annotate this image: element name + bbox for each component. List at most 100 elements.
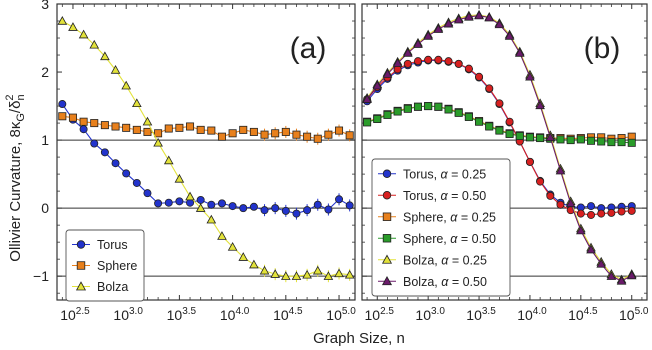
- y-axis-label-sub: G: [15, 113, 27, 122]
- legend-label-suffix: = 0.25: [457, 210, 496, 224]
- x-tick-label: 104.0: [220, 306, 250, 323]
- data-point: [505, 117, 514, 126]
- x-tick-base: 10: [273, 307, 289, 323]
- data-point: [68, 22, 78, 31]
- data-point: [433, 24, 444, 33]
- x-tick-label: 103.0: [113, 306, 143, 323]
- data-point: [324, 130, 333, 139]
- legend-label: Torus: [97, 238, 128, 252]
- data-point: [413, 57, 422, 66]
- data-point: [454, 59, 463, 68]
- data-point: [444, 105, 453, 114]
- data-point: [373, 114, 382, 123]
- data-point: [383, 110, 392, 119]
- data-point: [164, 124, 173, 133]
- panel-label: (b): [584, 32, 621, 65]
- x-tick-label: 102.5: [60, 306, 90, 323]
- x-tick-base: 10: [466, 307, 482, 323]
- legend-box: [65, 229, 145, 302]
- data-point: [292, 209, 301, 218]
- data-point: [504, 31, 515, 40]
- x-tick-exponent: 5.0: [635, 306, 649, 317]
- data-point: [207, 126, 216, 135]
- x-tick-base: 10: [326, 307, 342, 323]
- data-point: [536, 177, 545, 186]
- data-point: [626, 270, 637, 280]
- series-square: [58, 112, 354, 145]
- data-point: [153, 137, 163, 147]
- data-point: [228, 129, 237, 138]
- data-point: [617, 207, 626, 216]
- data-point: [281, 206, 290, 215]
- y-axis-label: Ollivier Curvature, 8κG/δ2n: [4, 94, 27, 261]
- legend-marker: [382, 234, 392, 243]
- legend-label-suffix: = 0.50: [457, 232, 496, 246]
- x-axis-label: Graph Size, n: [313, 330, 405, 347]
- data-point: [175, 123, 184, 132]
- data-point: [485, 122, 494, 131]
- data-point: [302, 269, 312, 279]
- data-point: [175, 197, 184, 206]
- data-point: [464, 64, 473, 73]
- legend-label-prefix: Bolza,: [403, 253, 441, 267]
- x-tick-exponent: 4.5: [584, 306, 598, 317]
- data-point: [566, 136, 575, 145]
- x-tick-label: 102.5: [365, 306, 395, 323]
- x-tick-label: 103.5: [167, 306, 197, 323]
- x-tick-base: 10: [113, 307, 129, 323]
- data-point: [58, 100, 67, 109]
- legend-label-alpha: α: [441, 189, 449, 203]
- data-point: [68, 113, 77, 122]
- data-point: [79, 125, 88, 134]
- data-point: [514, 48, 525, 57]
- y-tick-label: 0: [41, 200, 49, 216]
- data-point: [217, 132, 226, 141]
- data-point: [154, 199, 163, 208]
- data-point: [363, 118, 372, 127]
- y-axis-label-main: Ollivier Curvature, 8κ: [7, 121, 24, 262]
- data-point: [185, 191, 195, 201]
- x-tick-label: 105.0: [619, 306, 649, 323]
- data-point: [164, 198, 173, 207]
- data-point: [238, 252, 249, 261]
- data-point: [505, 129, 514, 138]
- data-point: [303, 206, 312, 215]
- data-point: [142, 116, 153, 126]
- data-point: [239, 125, 248, 134]
- x-tick-label: 104.5: [273, 306, 303, 323]
- data-point: [545, 132, 556, 142]
- data-point: [239, 204, 248, 213]
- data-point: [90, 119, 99, 128]
- legend-marker: [76, 240, 86, 249]
- data-point: [217, 231, 227, 240]
- data-point: [259, 265, 270, 275]
- legend-label: Sphere: [97, 259, 137, 273]
- data-point: [627, 138, 636, 147]
- data-point: [122, 123, 131, 132]
- data-point: [423, 31, 433, 40]
- data-point: [372, 80, 383, 90]
- x-tick-base: 10: [619, 307, 635, 323]
- data-point: [536, 134, 545, 143]
- panel-b: 102.5 103.0 103.5 104.0 104.5 105.0(b)Torus, …: [361, 3, 649, 323]
- data-point: [556, 200, 565, 209]
- legend-label: Torus, α = 0.50: [403, 189, 486, 203]
- data-point: [270, 269, 280, 278]
- legend-label-prefix: Bolza,: [403, 275, 441, 289]
- data-point: [485, 84, 494, 93]
- data-point: [525, 157, 534, 166]
- data-point: [494, 19, 505, 29]
- legend-label-suffix: = 0.25: [448, 167, 487, 181]
- x-tick-label: 104.0: [517, 306, 547, 323]
- legend-label: Torus, α = 0.25: [403, 167, 486, 181]
- data-point: [453, 14, 464, 24]
- legend-label: Bolza: [97, 280, 128, 294]
- data-point: [174, 173, 185, 183]
- data-point: [303, 132, 312, 141]
- data-point: [143, 127, 152, 136]
- data-point: [607, 208, 616, 217]
- data-point: [143, 189, 152, 198]
- data-point: [345, 201, 354, 210]
- data-point: [587, 210, 596, 219]
